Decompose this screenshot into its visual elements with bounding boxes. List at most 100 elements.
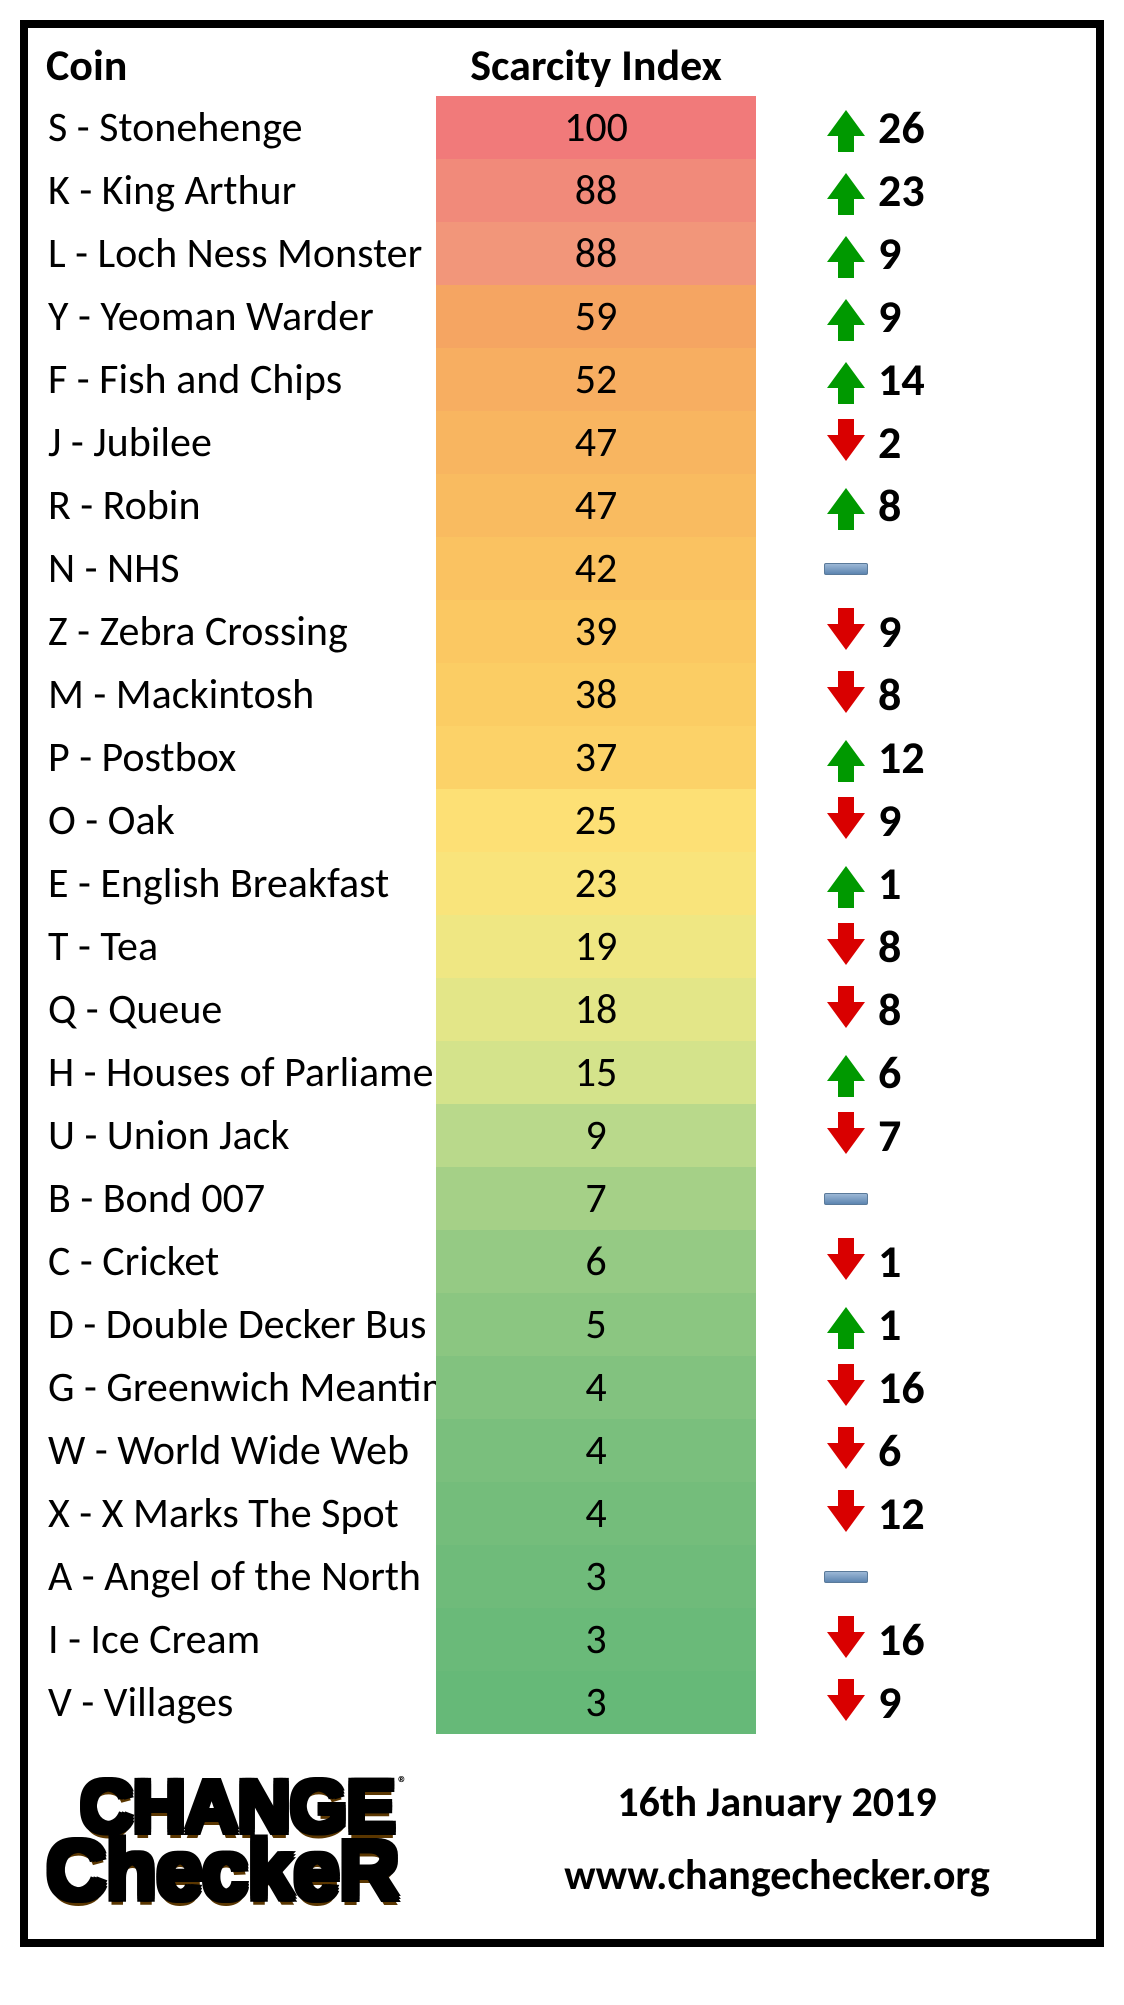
coin-name: N - NHS [46, 543, 436, 594]
table-row: N - NHS42 [46, 537, 1078, 600]
footer: CHANGE CheckeR ® 16th January 2019 www.c… [46, 1764, 1078, 1914]
scarcity-value: 47 [436, 411, 756, 474]
change-value: 1 [878, 856, 901, 912]
table-row: H - Houses of Parliament156 [46, 1041, 1078, 1104]
change-cell: 16 [756, 1612, 1078, 1668]
scarcity-value: 3 [436, 1545, 756, 1608]
table-row: W - World Wide Web4 6 [46, 1419, 1078, 1482]
change-cell: 6 [756, 1045, 1078, 1101]
change-cell: 12 [756, 1486, 1078, 1542]
scarcity-value: 6 [436, 1230, 756, 1293]
scarcity-value: 88 [436, 159, 756, 222]
scarcity-value: 42 [436, 537, 756, 600]
coin-name: Z - Zebra Crossing [46, 606, 436, 657]
change-checker-logo: CHANGE CheckeR ® [46, 1764, 446, 1914]
header-scarcity: Scarcity Index [436, 38, 756, 92]
footer-date: 16th January 2019 [476, 1777, 1078, 1828]
change-cell: 6 [756, 1423, 1078, 1479]
scarcity-value: 37 [436, 726, 756, 789]
change-cell: 7 [756, 1108, 1078, 1164]
change-cell: 26 [756, 100, 1078, 156]
scarcity-value: 19 [436, 915, 756, 978]
table-row: M - Mackintosh388 [46, 663, 1078, 726]
scarcity-value: 4 [436, 1482, 756, 1545]
coin-name: Q - Queue [46, 984, 436, 1035]
footer-url: www.changechecker.org [476, 1850, 1078, 1901]
scarcity-value: 18 [436, 978, 756, 1041]
table-row: F - Fish and Chips5214 [46, 348, 1078, 411]
change-value: 1 [878, 1297, 901, 1353]
change-cell: 8 [756, 982, 1078, 1038]
coin-name: F - Fish and Chips [46, 354, 436, 405]
table-row: O - Oak259 [46, 789, 1078, 852]
table-row: K - King Arthur8823 [46, 159, 1078, 222]
scarcity-value: 39 [436, 600, 756, 663]
change-value: 9 [878, 289, 901, 345]
coin-name: T - Tea [46, 921, 436, 972]
scarcity-value: 59 [436, 285, 756, 348]
table-row: Z - Zebra Crossing39 9 [46, 600, 1078, 663]
change-cell: 12 [756, 730, 1078, 786]
change-value: 12 [878, 730, 925, 786]
coin-name: X - X Marks The Spot [46, 1488, 436, 1539]
table-row: U - Union Jack97 [46, 1104, 1078, 1167]
change-cell: 1 [756, 856, 1078, 912]
change-value: 1 [878, 1234, 901, 1290]
coin-name: W - World Wide Web [46, 1425, 436, 1476]
logo-registered-mark: ® [398, 1772, 407, 1794]
change-value: 9 [878, 226, 901, 282]
change-cell: 23 [756, 163, 1078, 219]
table-row: T - Tea19 8 [46, 915, 1078, 978]
flat-icon [816, 1193, 876, 1205]
table-row: Y - Yeoman Warder599 [46, 285, 1078, 348]
change-value: 9 [878, 604, 901, 660]
change-cell: 8 [756, 478, 1078, 534]
scarcity-value: 4 [436, 1419, 756, 1482]
change-cell: 14 [756, 352, 1078, 408]
change-cell: 9 [756, 793, 1078, 849]
table-body: S - Stonehenge10026K - King Arthur8823L … [46, 96, 1078, 1734]
flat-icon [816, 1571, 876, 1583]
coin-name: I - Ice Cream [46, 1614, 436, 1665]
change-value: 6 [878, 1423, 901, 1479]
coin-name: C - Cricket [46, 1236, 436, 1287]
change-value: 6 [878, 1045, 901, 1101]
coin-name: D - Double Decker Bus [46, 1299, 436, 1350]
coin-name: V - Villages [46, 1677, 436, 1728]
scarcity-value: 3 [436, 1671, 756, 1734]
change-value: 8 [878, 478, 901, 534]
table-row: J - Jubilee472 [46, 411, 1078, 474]
coin-name: J - Jubilee [46, 417, 436, 468]
coin-name: E - English Breakfast [46, 858, 436, 909]
coin-name: L - Loch Ness Monster [46, 228, 436, 279]
change-cell: 8 [756, 667, 1078, 723]
change-value: 16 [878, 1612, 925, 1668]
change-value: 26 [878, 100, 925, 156]
change-cell: 1 [756, 1234, 1078, 1290]
table-row: I - Ice Cream3 16 [46, 1608, 1078, 1671]
coin-name: G - Greenwich Meantime [46, 1362, 436, 1413]
scarcity-value: 23 [436, 852, 756, 915]
scarcity-value: 88 [436, 222, 756, 285]
change-cell: 9 [756, 1675, 1078, 1731]
scarcity-value: 3 [436, 1608, 756, 1671]
change-value: 9 [878, 793, 901, 849]
table-row: Q - Queue188 [46, 978, 1078, 1041]
change-value: 8 [878, 919, 901, 975]
logo-block: CHANGE CheckeR ® [46, 1764, 476, 1914]
coin-name: K - King Arthur [46, 165, 436, 216]
coin-name: S - Stonehenge [46, 102, 436, 153]
table-row: G - Greenwich Meantime4 16 [46, 1356, 1078, 1419]
scarcity-value: 9 [436, 1104, 756, 1167]
change-value: 12 [878, 1486, 925, 1542]
table-row: B - Bond 0077 [46, 1167, 1078, 1230]
change-cell [756, 1193, 1078, 1205]
change-cell: 9 [756, 289, 1078, 345]
change-cell: 9 [756, 226, 1078, 282]
scarcity-value: 52 [436, 348, 756, 411]
scarcity-value: 38 [436, 663, 756, 726]
scarcity-value: 47 [436, 474, 756, 537]
change-value: 16 [878, 1360, 925, 1416]
scarcity-value: 4 [436, 1356, 756, 1419]
table-row: C - Cricket6 1 [46, 1230, 1078, 1293]
